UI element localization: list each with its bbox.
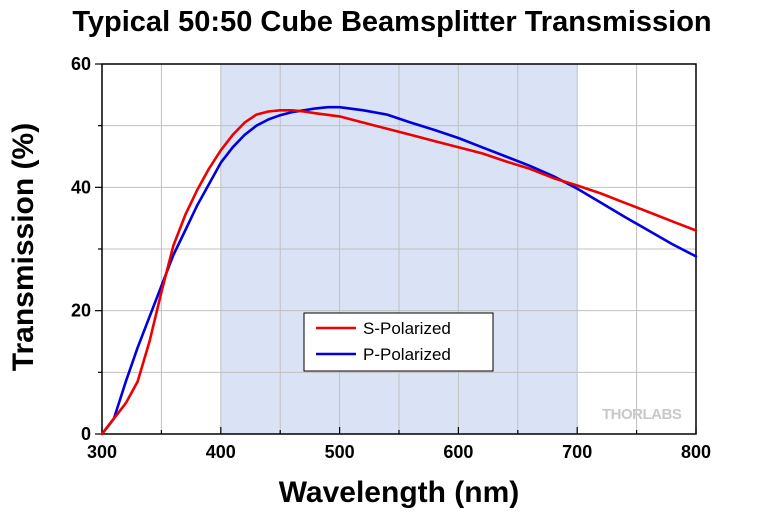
y-tick-label: 60: [71, 54, 91, 74]
y-tick-label: 0: [81, 424, 91, 444]
y-axis-title: Transmission (%): [7, 123, 40, 371]
x-axis-title: Wavelength (nm): [279, 476, 520, 509]
x-tick-label: 600: [443, 442, 473, 462]
legend-box: [303, 312, 494, 372]
x-tick-label: 500: [325, 442, 355, 462]
series-line-s-polarized: [100, 109, 698, 436]
y-tick-label: 40: [71, 177, 91, 197]
legend: S-Polarized P-Polarized: [303, 312, 494, 372]
axis-ticks: 300 400 500 600 700 800 0 20 40 60: [71, 54, 711, 462]
legend-label-p-polarized: P-Polarized: [363, 345, 451, 364]
chart-title: Typical 50:50 Cube Beamsplitter Transmis…: [72, 6, 711, 38]
legend-label-s-polarized: S-Polarized: [363, 319, 451, 338]
x-tick-label: 300: [87, 442, 117, 462]
grid: [102, 64, 696, 434]
x-tick-label: 400: [206, 442, 236, 462]
x-tick-label: 800: [681, 442, 711, 462]
series-layer: [100, 105, 698, 436]
thorlabs-watermark: THORLABS: [602, 406, 682, 423]
y-tick-label: 20: [71, 301, 91, 321]
x-tick-label: 700: [562, 442, 592, 462]
